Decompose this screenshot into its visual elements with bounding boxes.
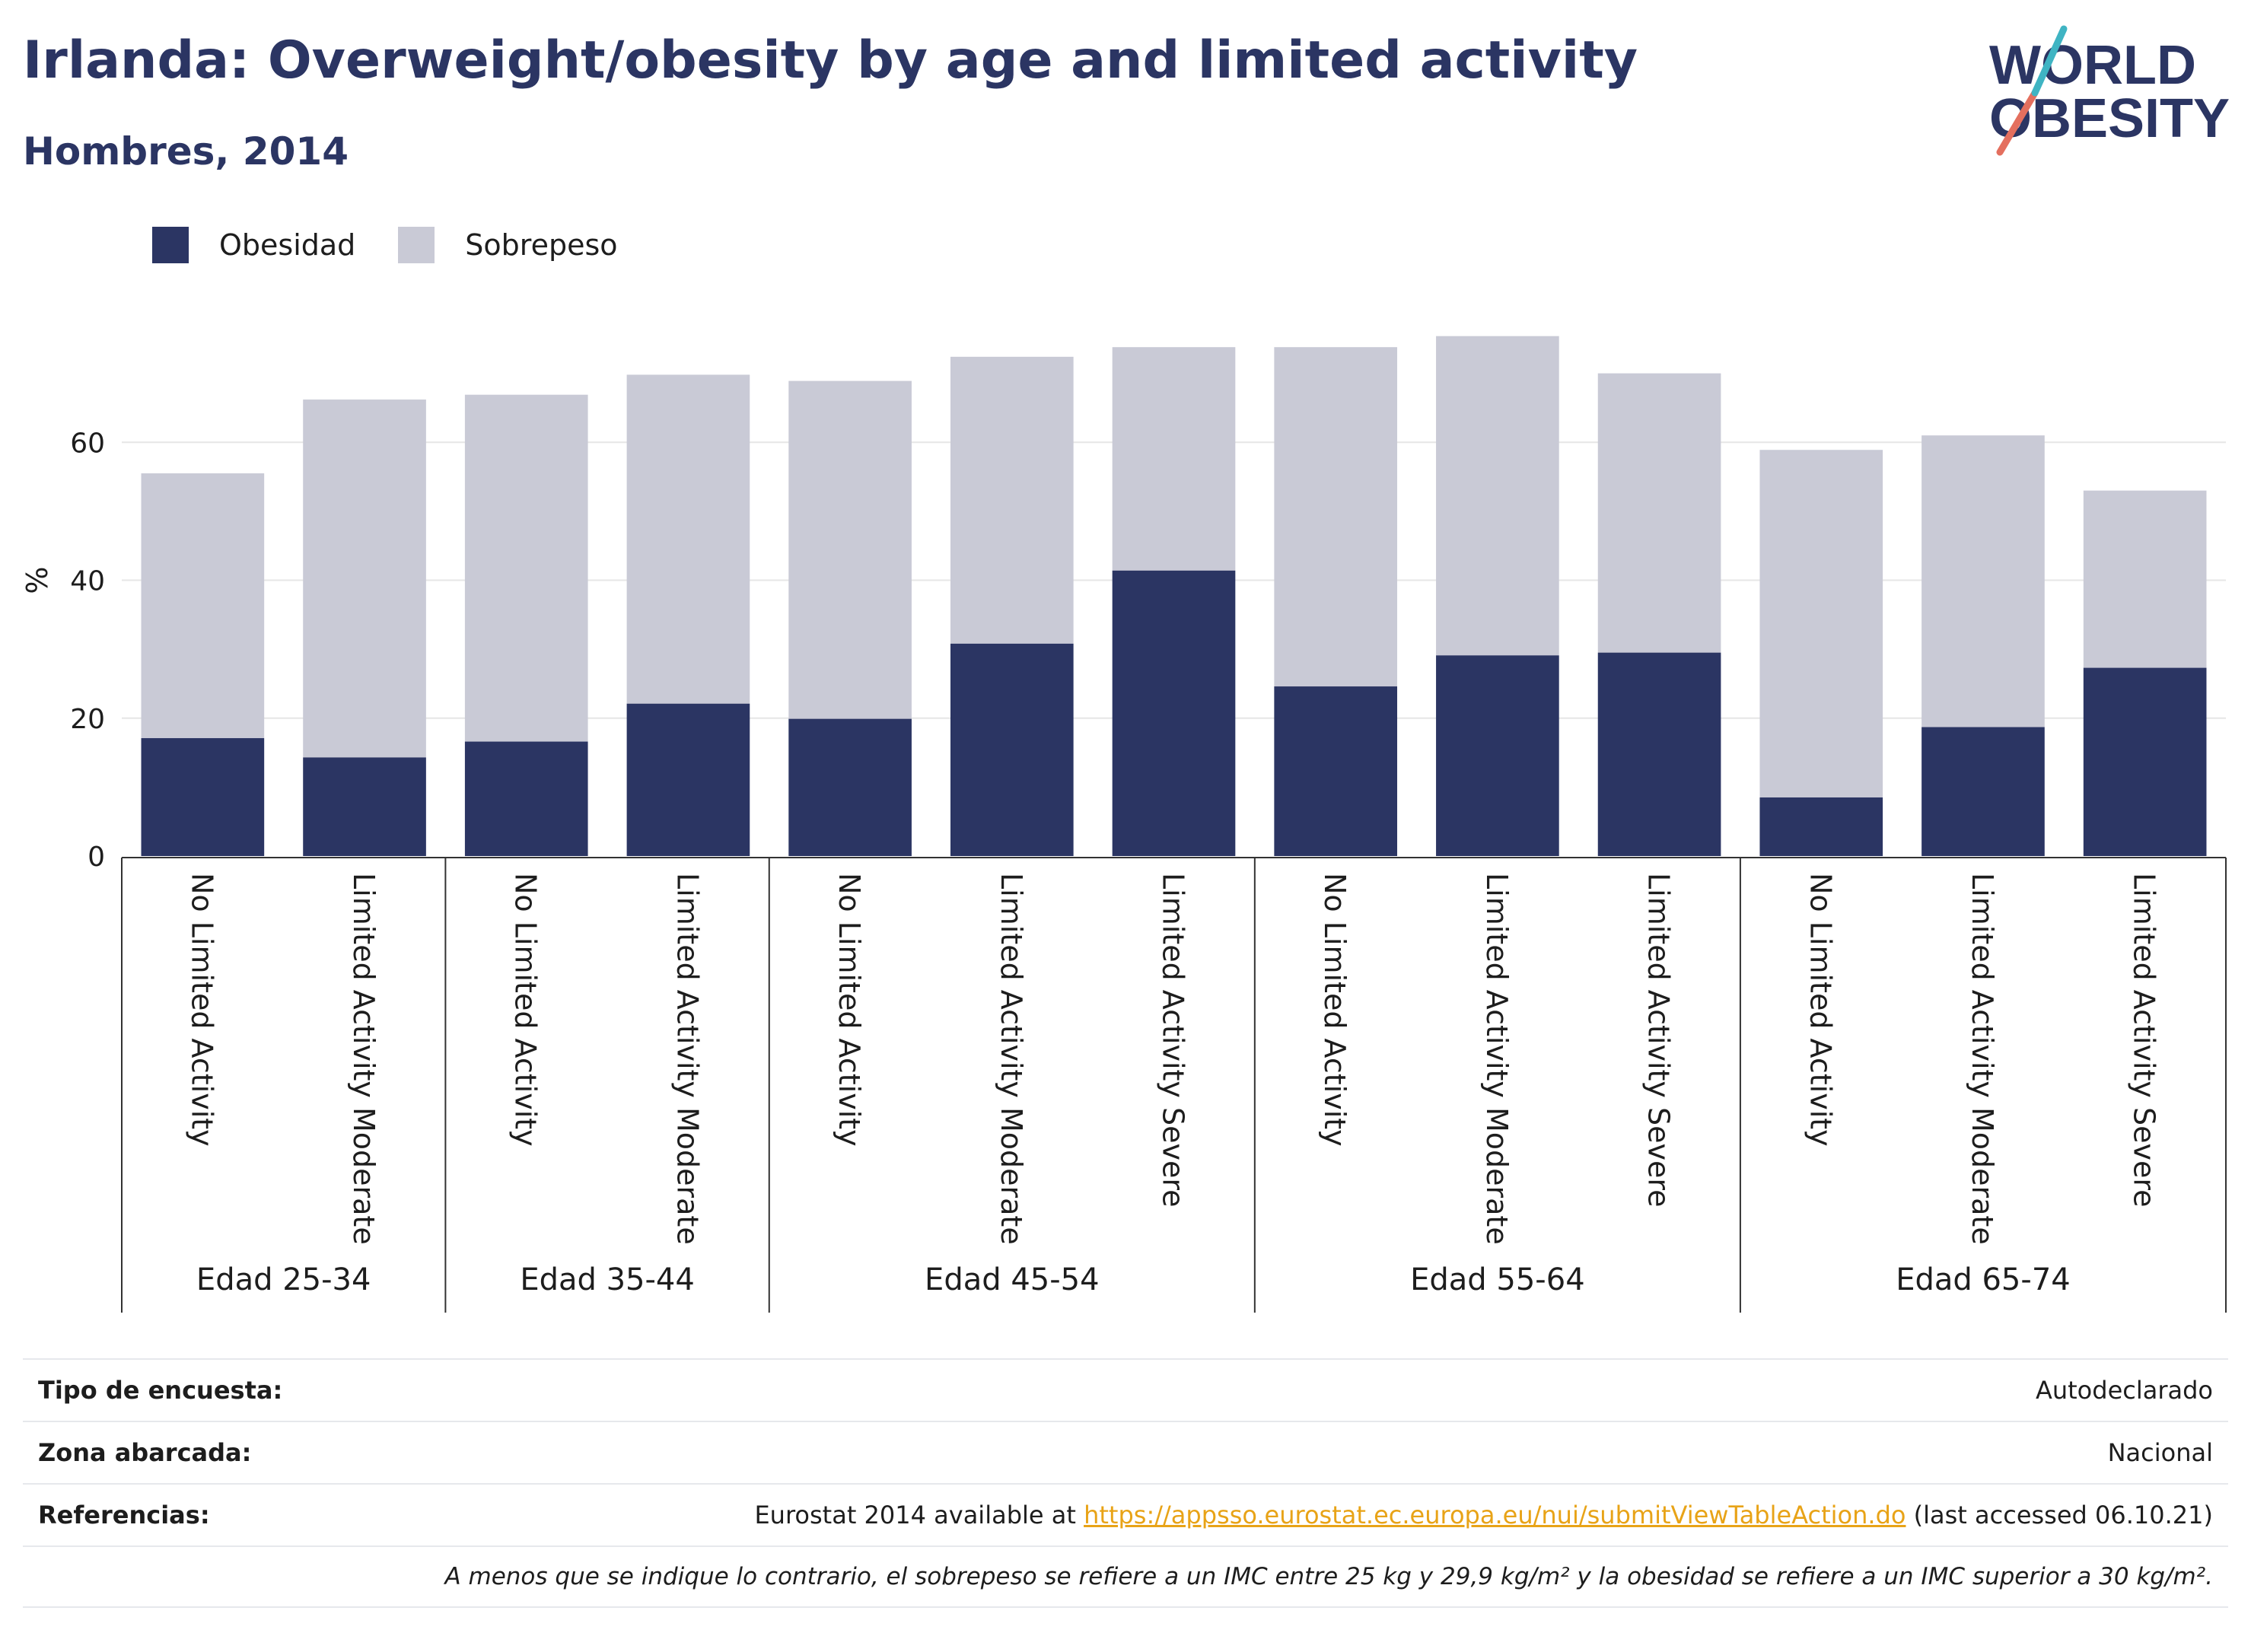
reference-link[interactable]: https://appsso.eurostat.ec.europa.eu/nui… bbox=[1084, 1501, 1906, 1529]
logo-line1: WORLD bbox=[1989, 35, 2196, 96]
bar-sobrepeso bbox=[1436, 336, 1559, 656]
legend-swatch-sobrepeso bbox=[398, 227, 435, 263]
x-tick-label: No Limited Activity bbox=[833, 873, 866, 1147]
group-label: Edad 65-74 bbox=[1896, 1262, 2071, 1297]
x-tick-label: Limited Activity Moderate bbox=[670, 873, 704, 1245]
group-label: Edad 25-34 bbox=[196, 1262, 371, 1297]
legend-swatch-obesidad bbox=[152, 227, 189, 263]
world-obesity-logo: WORLD OBESITY bbox=[1989, 25, 2230, 156]
legend-item-sobrepeso[interactable]: Sobrepeso bbox=[398, 227, 618, 263]
bar-sobrepeso bbox=[788, 380, 912, 719]
meta-value-coverage: Nacional bbox=[2107, 1438, 2213, 1467]
bar-obesidad bbox=[1921, 727, 2045, 856]
group-label: Edad 35-44 bbox=[520, 1262, 695, 1297]
chart-legend: Obesidad Sobrepeso bbox=[152, 227, 661, 263]
x-tick-label: No Limited Activity bbox=[1318, 873, 1352, 1147]
bar-sobrepeso bbox=[1921, 435, 2045, 727]
chart-subtitle: Hombres, 2014 bbox=[23, 129, 349, 173]
bar-sobrepeso bbox=[1112, 347, 1236, 571]
meta-value-survey-type: Autodeclarado bbox=[2035, 1376, 2213, 1405]
y-tick-label: 20 bbox=[70, 704, 105, 735]
bar-sobrepeso bbox=[1759, 450, 1883, 797]
footnote-text: A menos que se indique lo contrario, el … bbox=[444, 1563, 2213, 1590]
bar-sobrepeso bbox=[1274, 347, 1398, 687]
y-tick-label: 60 bbox=[70, 428, 105, 459]
stacked-bar-chart: 0 20 40 60% No Limited Activity Limited Activ… bbox=[21, 336, 2227, 1313]
metadata-table: Tipo de encuesta: Autodeclarado Zona aba… bbox=[23, 1358, 2228, 1608]
meta-row-footnote: A menos que se indique lo contrario, el … bbox=[23, 1545, 2228, 1608]
group-label: Edad 55-64 bbox=[1410, 1262, 1585, 1297]
bar-sobrepeso bbox=[950, 356, 1074, 644]
bar-obesidad bbox=[1274, 686, 1398, 856]
x-tick-label: No Limited Activity bbox=[509, 873, 543, 1147]
x-tick-label: Limited Activity Moderate bbox=[347, 873, 380, 1245]
x-tick-label: Limited Activity Moderate bbox=[1480, 873, 1514, 1245]
legend-item-obesidad[interactable]: Obesidad bbox=[152, 227, 355, 263]
meta-key-coverage: Zona abarcada: bbox=[38, 1438, 252, 1467]
legend-label-sobrepeso: Sobrepeso bbox=[465, 228, 618, 262]
bar-sobrepeso bbox=[141, 473, 265, 739]
x-tick-label: No Limited Activity bbox=[1804, 873, 1837, 1147]
group-label: Edad 45-54 bbox=[925, 1262, 1100, 1297]
y-tick-label: 40 bbox=[70, 566, 105, 597]
meta-value-references: Eurostat 2014 available at https://appss… bbox=[754, 1501, 2213, 1529]
y-tick-label: 0 bbox=[88, 842, 105, 873]
bar-obesidad bbox=[626, 703, 750, 856]
x-tick-label: Limited Activity Severe bbox=[2128, 873, 2161, 1208]
bar-sobrepeso bbox=[464, 394, 588, 742]
bar-obesidad bbox=[1759, 797, 1883, 856]
meta-key-survey-type: Tipo de encuesta: bbox=[38, 1376, 283, 1405]
y-axis-label: % bbox=[21, 566, 54, 594]
bar-obesidad bbox=[950, 643, 1074, 856]
logo-slash-teal bbox=[2031, 25, 2068, 97]
x-tick-label: Limited Activity Moderate bbox=[1966, 873, 1999, 1245]
bar-sobrepeso bbox=[2083, 490, 2207, 668]
bar-obesidad bbox=[303, 757, 426, 856]
bar-obesidad bbox=[2083, 667, 2207, 856]
legend-label-obesidad: Obesidad bbox=[219, 228, 356, 262]
meta-row-survey-type: Tipo de encuesta: Autodeclarado bbox=[23, 1358, 2228, 1421]
meta-row-references: Referencias: Eurostat 2014 available at … bbox=[23, 1483, 2228, 1545]
x-tick-label: Limited Activity Moderate bbox=[995, 873, 1028, 1245]
bar-sobrepeso bbox=[1597, 373, 1721, 653]
bar-obesidad bbox=[788, 718, 912, 856]
bar-obesidad bbox=[1436, 655, 1559, 856]
bar-obesidad bbox=[1597, 652, 1721, 856]
bar-obesidad bbox=[141, 738, 265, 856]
bar-sobrepeso bbox=[626, 374, 750, 704]
logo-slash-red bbox=[1996, 89, 2039, 156]
x-tick-label: Limited Activity Severe bbox=[1157, 873, 1190, 1208]
meta-key-references: Referencias: bbox=[38, 1501, 210, 1529]
bar-sobrepeso bbox=[303, 399, 426, 758]
x-tick-label: No Limited Activity bbox=[185, 873, 218, 1147]
meta-row-coverage: Zona abarcada: Nacional bbox=[23, 1421, 2228, 1483]
logo-line2: OBESITY bbox=[1989, 88, 2230, 149]
bar-obesidad bbox=[464, 741, 588, 856]
x-tick-label: Limited Activity Severe bbox=[1642, 873, 1676, 1208]
bar-obesidad bbox=[1112, 570, 1236, 856]
chart-title: Irlanda: Overweight/obesity by age and l… bbox=[23, 30, 1638, 91]
reference-prefix: Eurostat 2014 available at bbox=[754, 1501, 1084, 1529]
reference-suffix: (last accessed 06.10.21) bbox=[1906, 1501, 2213, 1529]
